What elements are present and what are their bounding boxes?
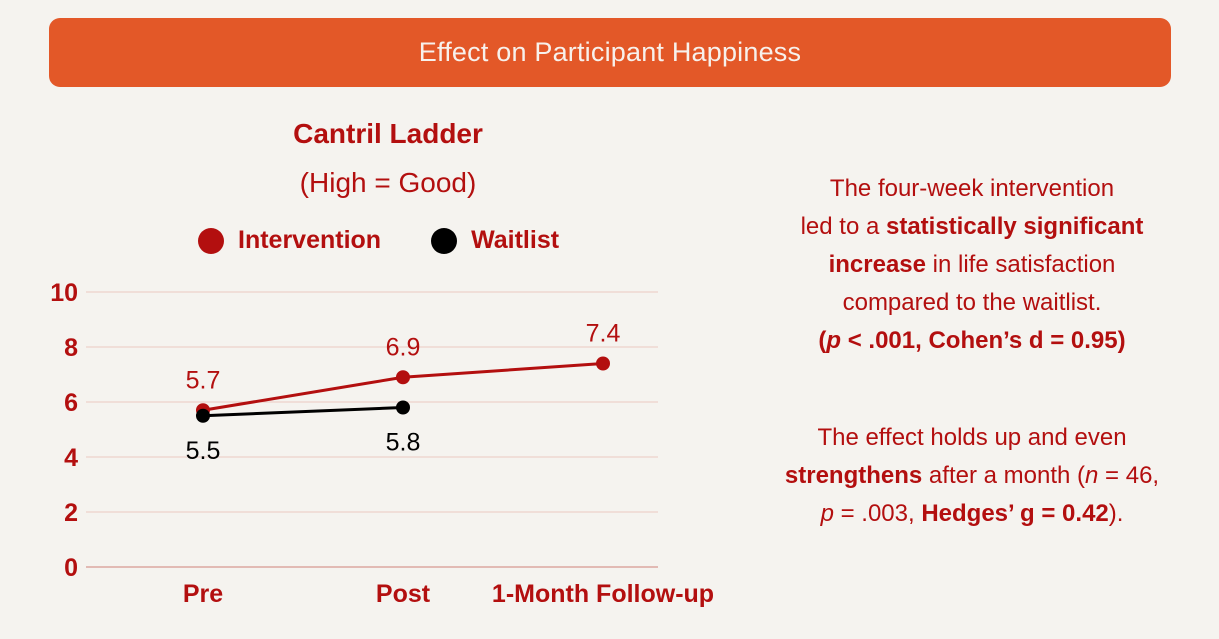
para2-p: p	[820, 500, 834, 527]
y-tick-label-2: 2	[64, 499, 78, 527]
data-label-waitlist-1: 5.8	[386, 429, 421, 457]
para1-line2-text: led to a	[800, 213, 886, 240]
para2-emphasis-strengthens: strengthens	[784, 462, 923, 489]
legend-item-intervention: Intervention	[198, 226, 381, 255]
para2-n: n	[1085, 462, 1099, 489]
chart-title: Cantril Ladder	[293, 118, 483, 149]
para2-hedges-g: Hedges’ g = 0.42	[921, 500, 1109, 527]
para1-stats: < .001, Cohen’s d = 0.95)	[841, 327, 1126, 354]
title-banner: Effect on Participant Happiness	[49, 18, 1171, 87]
chart-subtitle: (High = Good)	[299, 167, 477, 198]
x-tick-label-2: 1-Month Follow-up	[492, 580, 714, 608]
para1-line3-text: in life satisfaction	[925, 251, 1116, 278]
data-label-intervention-0: 5.7	[186, 366, 221, 394]
para1-line5: (p < .001, Cohen’s d = 0.95)	[752, 322, 1192, 360]
y-tick-label-10: 10	[50, 279, 78, 307]
para2-line3: p = .003, Hedges’ g = 0.42).	[752, 495, 1192, 533]
para2-line1: The effect holds up and even	[817, 424, 1127, 451]
legend-item-waitlist: Waitlist	[431, 226, 559, 255]
y-tick-label-8: 8	[64, 334, 78, 362]
data-point-waitlist-1	[396, 400, 410, 415]
legend-marker-waitlist	[431, 227, 458, 254]
data-point-waitlist-0	[196, 408, 210, 423]
para2-line2: strengthens after a month (n = 46,	[752, 457, 1192, 495]
para1-emphasis-increase: increase	[828, 251, 926, 278]
para2-p-value: = .003,	[833, 500, 922, 527]
para1-line2: led to a statistically significant	[752, 208, 1192, 246]
legend-marker-intervention	[198, 227, 224, 254]
para2-n-value: = 46,	[1098, 462, 1160, 489]
para1-emphasis-significant: statistically significant	[885, 213, 1144, 240]
para1-stats-open: (	[818, 327, 827, 354]
legend-label-waitlist: Waitlist	[471, 226, 560, 254]
x-tick-label-0: Pre	[183, 580, 223, 608]
para2-close: ).	[1108, 500, 1124, 527]
data-label-intervention-2: 7.4	[586, 320, 621, 348]
para1-line1: The four-week intervention	[829, 175, 1115, 202]
data-point-intervention-1	[396, 370, 410, 385]
chart-legend: Intervention Waitlist	[198, 226, 609, 255]
summary-paragraph-2: The effect holds up and even strengthens…	[752, 419, 1192, 533]
legend-label-intervention: Intervention	[238, 226, 382, 254]
data-label-waitlist-0: 5.5	[186, 437, 221, 465]
para1-stats-p: p	[826, 327, 842, 354]
series-line-waitlist	[202, 406, 404, 418]
summary-paragraph-1: The four-week intervention led to a stat…	[752, 170, 1192, 360]
para1-line4: compared to the waitlist.	[842, 289, 1102, 316]
para2-line2-text: after a month (	[922, 462, 1086, 489]
line-chart: 0 2 4 6 8 10 Pre Post 1-Month Follow-up 5.7 6.9 7…	[50, 279, 714, 608]
data-point-intervention-2	[596, 356, 610, 371]
para1-line3: increase in life satisfaction	[752, 246, 1192, 284]
y-tick-label-4: 4	[64, 444, 78, 472]
x-tick-label-1: Post	[376, 580, 431, 608]
data-label-intervention-1: 6.9	[386, 333, 421, 361]
banner-title: Effect on Participant Happiness	[418, 37, 802, 67]
y-tick-label-6: 6	[64, 389, 78, 417]
y-tick-label-0: 0	[64, 554, 78, 582]
